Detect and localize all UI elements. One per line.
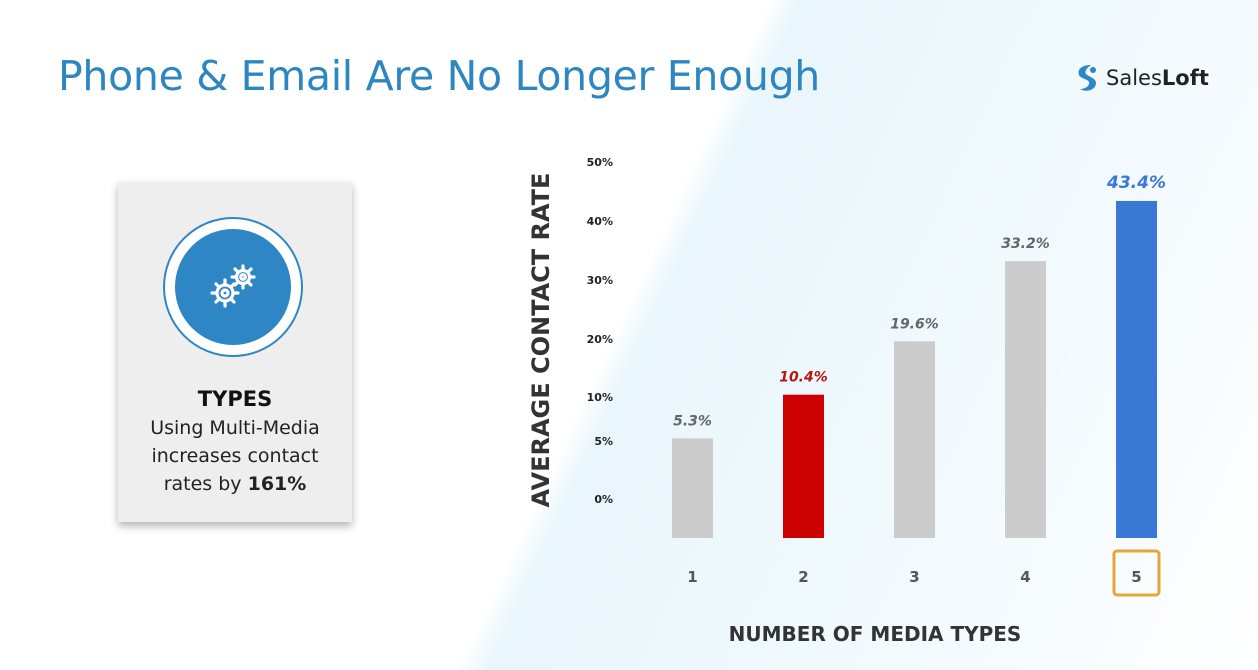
salesloft-s-icon <box>1078 65 1096 91</box>
y-tick-label: 40% <box>587 215 613 228</box>
bar <box>1005 261 1046 538</box>
card-description: Using Multi-Media increases contact rate… <box>126 414 344 498</box>
y-axis-title: AVERAGE CONTACT RATE <box>527 173 555 508</box>
slide-title: Phone & Email Are No Longer Enough <box>58 52 820 100</box>
bar <box>894 341 935 538</box>
bar <box>672 438 713 538</box>
gears-icon <box>210 264 256 308</box>
stat-card: TYPES Using Multi-Media increases contac… <box>118 182 352 522</box>
bar <box>1116 200 1157 538</box>
bar-data-label: 43.4% <box>1106 173 1166 193</box>
card-icon-disc <box>175 229 291 345</box>
y-tick-label: 50% <box>587 156 613 169</box>
card-highlight-value: 161% <box>247 473 307 495</box>
x-tick-label: 3 <box>909 568 919 586</box>
bar-data-label: 5.3% <box>673 413 712 429</box>
bar-data-label: 19.6% <box>890 316 939 332</box>
x-tick-label: 2 <box>798 568 808 586</box>
x-tick-label: 5 <box>1131 568 1141 586</box>
card-description-text: Using Multi-Media increases contact rate… <box>150 417 320 495</box>
logo-word-loft: Loft <box>1161 66 1209 90</box>
bar <box>783 394 824 538</box>
x-tick-label: 4 <box>1020 568 1030 586</box>
card-icon-ring <box>163 217 303 357</box>
highlighted-category-box <box>1112 549 1161 597</box>
y-tick-label: 30% <box>587 274 613 287</box>
y-tick-label: 5% <box>594 435 613 448</box>
logo-word-sales: Sales <box>1106 66 1162 90</box>
y-tick-label: 10% <box>587 391 613 404</box>
y-tick-label: 0% <box>594 493 613 506</box>
y-tick-label: 20% <box>587 333 613 346</box>
x-tick-label: 1 <box>687 568 697 586</box>
salesloft-logo: SalesLoft <box>1074 62 1209 94</box>
bar-data-label: 10.4% <box>779 370 828 386</box>
logo-wordmark: SalesLoft <box>1106 66 1209 90</box>
card-heading: TYPES <box>197 387 273 411</box>
bar-data-label: 33.2% <box>1001 236 1050 252</box>
x-axis-title: NUMBER OF MEDIA TYPES <box>729 622 1022 646</box>
